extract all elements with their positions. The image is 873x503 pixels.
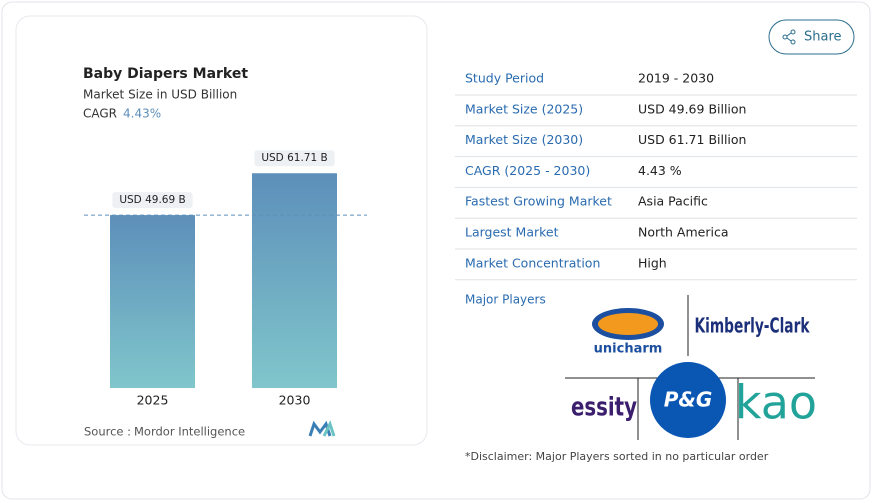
row-label: CAGR (2025 - 2030) [465, 163, 590, 178]
value-label: USD 49.69 B [119, 194, 185, 206]
source-label: Source : [84, 425, 131, 439]
bar [252, 173, 337, 388]
share-label[interactable]: Share [804, 30, 842, 45]
value-label: USD 61.71 B [261, 152, 327, 164]
row-label: Market Size (2030) [465, 132, 583, 147]
chart-subtitle: Market Size in USD Billion [83, 88, 237, 102]
logo-kao: kao [735, 376, 817, 430]
row-label: Study Period [465, 71, 544, 86]
row-value: USD 49.69 Billion [638, 101, 746, 116]
row-label: Market Size (2025) [465, 101, 583, 116]
brand-icon [308, 420, 336, 437]
logo-kimberly-clark: Kimberly-Clark [695, 314, 810, 338]
major-players-label: Major Players [465, 293, 546, 307]
source: Mordor Intelligence [134, 425, 245, 439]
row-label: Fastest Growing Market [465, 194, 612, 209]
bar [110, 215, 195, 388]
row-label: Market Concentration [465, 255, 600, 270]
cagr-value: 4.43% [123, 107, 161, 121]
cagr-label: CAGR [83, 107, 117, 121]
value-label-box [112, 192, 193, 209]
disclaimer: *Disclaimer: Major Players sorted in no … [465, 450, 769, 463]
x-tick-label: 2030 [279, 393, 311, 408]
logo-pg: P&G [664, 388, 713, 412]
row-value: USD 61.71 Billion [638, 132, 746, 147]
logo-essity: essity [571, 393, 637, 423]
share-button[interactable]: Share [768, 19, 855, 55]
row-value: 4.43 % [638, 163, 682, 178]
value-label-box [254, 150, 335, 167]
logo-unicharm: unicharm [594, 342, 663, 357]
row-value: 2019 - 2030 [638, 71, 714, 86]
row-label: Largest Market [465, 225, 559, 240]
row-value: Asia Pacific [638, 194, 708, 209]
row-value: High [638, 255, 667, 270]
row-value: North America [638, 225, 729, 240]
x-tick-label: 2025 [137, 393, 169, 408]
logos: unicharm Kimberly-Clark essity P&G kao [565, 295, 817, 440]
chart-title: Baby Diapers Market [83, 66, 248, 82]
